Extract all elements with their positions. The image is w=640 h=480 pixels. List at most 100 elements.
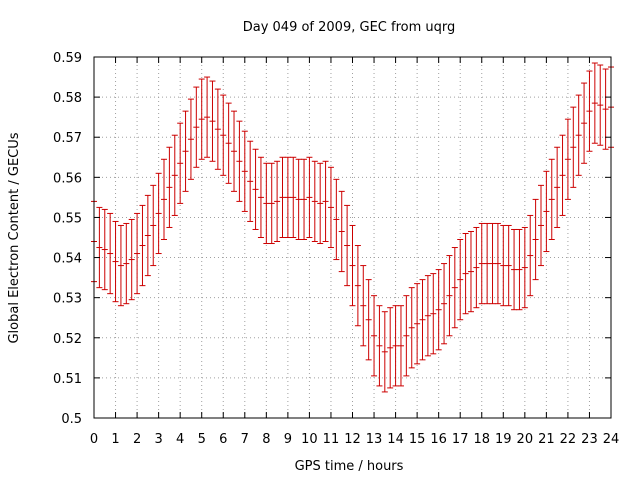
x-tick-label: 8 — [262, 432, 270, 447]
data-point — [484, 222, 491, 305]
y-tick-label: 0.52 — [53, 332, 82, 347]
x-tick-label: 14 — [387, 432, 404, 447]
data-point — [144, 194, 151, 277]
data-point — [322, 160, 329, 243]
data-point — [182, 110, 189, 192]
data-point — [177, 122, 184, 204]
data-point — [500, 224, 507, 307]
data-point — [150, 184, 157, 267]
data-point — [166, 146, 173, 228]
data-point — [435, 269, 442, 351]
data-point — [451, 247, 458, 329]
data-point — [365, 279, 372, 361]
data-point — [107, 212, 114, 295]
data-point — [478, 222, 485, 305]
data-point — [602, 68, 609, 150]
x-tick-label: 17 — [452, 432, 469, 447]
data-point — [257, 156, 264, 238]
data-point — [521, 226, 528, 309]
data-point — [446, 255, 453, 337]
data-point — [586, 70, 593, 152]
data-point — [397, 305, 404, 387]
x-tick-label: 4 — [176, 432, 184, 447]
x-tick-labels: 0 1 2 3 4 5 6 7 8 9 10 11 12 13 14 15 16 17 18 19 20 21 22 23 24 — [90, 432, 619, 447]
data-point — [516, 228, 523, 311]
x-tick-label: 22 — [560, 432, 577, 447]
series-layer — [91, 62, 614, 393]
data-point — [241, 130, 248, 212]
data-point — [537, 184, 544, 267]
data-point — [381, 311, 388, 393]
data-point — [236, 120, 243, 202]
y-tick-label: 0.51 — [53, 372, 82, 387]
data-point — [117, 224, 124, 307]
data-point — [327, 166, 334, 249]
data-point — [193, 86, 200, 168]
data-point — [306, 156, 313, 238]
data-point — [430, 273, 437, 355]
y-tick-label: 0.54 — [53, 252, 82, 267]
data-point — [564, 118, 571, 200]
data-point — [462, 232, 469, 315]
data-point — [527, 214, 534, 297]
data-point — [290, 156, 297, 238]
data-point — [220, 94, 227, 176]
data-point — [591, 62, 598, 144]
data-point — [441, 263, 448, 345]
data-point — [403, 295, 410, 377]
data-point — [408, 287, 415, 369]
x-tick-label: 16 — [430, 432, 447, 447]
data-point — [279, 156, 286, 238]
data-point — [123, 222, 130, 305]
data-point — [371, 295, 378, 377]
data-point — [204, 76, 211, 158]
data-point — [295, 158, 302, 241]
x-tick-label: 12 — [344, 432, 361, 447]
x-tick-label: 11 — [323, 432, 340, 447]
data-point — [532, 198, 539, 281]
data-point — [317, 162, 324, 245]
data-point — [252, 148, 259, 230]
data-point — [360, 265, 367, 347]
x-tick-label: 1 — [111, 432, 119, 447]
data-point — [344, 204, 351, 287]
x-tick-label: 24 — [603, 432, 620, 447]
x-tick-label: 19 — [495, 432, 512, 447]
y-tick-label: 0.53 — [53, 292, 82, 307]
data-point — [96, 206, 103, 289]
data-point — [333, 178, 340, 261]
x-tick-label: 7 — [241, 432, 249, 447]
x-tick-label: 0 — [90, 432, 98, 447]
data-point — [511, 228, 518, 311]
data-point — [387, 307, 394, 389]
x-tick-label: 10 — [301, 432, 318, 447]
data-point — [231, 110, 238, 192]
data-point — [505, 224, 512, 307]
data-point — [268, 162, 275, 245]
data-point — [134, 212, 141, 295]
data-point — [548, 158, 555, 241]
y-tick-label: 0.5 — [61, 412, 82, 427]
x-tick-label: 23 — [581, 432, 598, 447]
data-point — [101, 208, 108, 291]
data-point — [171, 134, 178, 216]
data-point — [155, 172, 162, 255]
data-point — [128, 218, 135, 301]
data-point — [274, 160, 281, 243]
data-point — [301, 158, 308, 241]
data-point — [597, 64, 604, 146]
data-point — [376, 305, 383, 387]
x-axis-label: GPS time / hours — [295, 459, 404, 474]
data-point — [139, 204, 146, 287]
x-tick-label: 18 — [473, 432, 490, 447]
x-tick-label: 5 — [198, 432, 206, 447]
data-point — [581, 82, 588, 164]
data-point — [414, 283, 421, 365]
x-tick-label: 21 — [538, 432, 555, 447]
x-tick-label: 13 — [366, 432, 383, 447]
y-tick-labels: 0.5 0.51 0.52 0.53 0.54 0.55 0.56 0.57 0.58 0.59 — [53, 51, 82, 427]
data-point — [209, 80, 216, 162]
y-axis-label: Global Electron Content / GECUs — [7, 132, 22, 343]
data-point — [338, 190, 345, 273]
